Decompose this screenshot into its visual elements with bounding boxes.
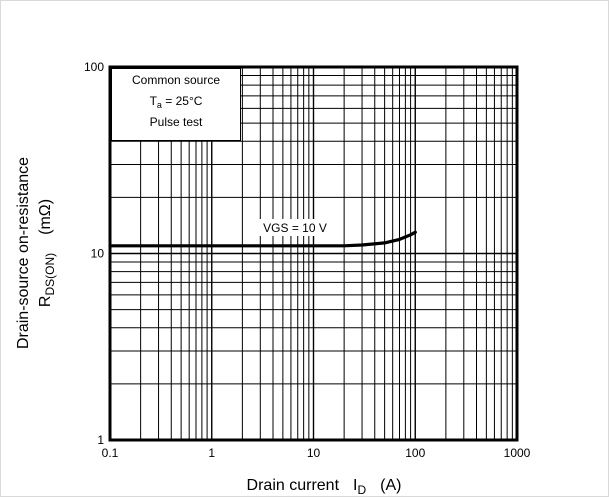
y-axis-label-line-2: RDS(ON) (mΩ) <box>37 199 57 307</box>
y-axis-label-sub: DS(ON) <box>43 253 57 296</box>
y-axis-label: Drain-source on-resistance RDS(ON) (mΩ) <box>15 157 57 349</box>
y-axis-label-line-1: Drain-source on-resistance <box>15 157 32 349</box>
annotation-line-3: Pulse test <box>150 115 203 129</box>
x-axis-label: Drain current ID (A) <box>247 477 402 497</box>
x-axis-label-unit: (A) <box>380 477 401 494</box>
x-axis-label-main: Drain current <box>247 477 340 494</box>
x-tick-label: 1 <box>208 446 215 460</box>
annotation-temp-value: = 25°C <box>162 94 203 108</box>
series-label: VGS = 10 V <box>263 221 327 235</box>
annotation-line-1: Common source <box>132 73 220 87</box>
y-tick-label: 10 <box>91 247 105 261</box>
y-axis-label-symbol: R <box>37 296 54 308</box>
y-tick-label: 100 <box>84 60 104 74</box>
x-tick-label: 0.1 <box>102 446 119 460</box>
x-axis-label-sub: D <box>357 483 366 497</box>
y-axis-label-unit: (mΩ) <box>37 199 54 235</box>
y-tick-label: 1 <box>97 433 104 447</box>
annotation-box: Common source Ta = 25°C Pulse test <box>112 69 241 141</box>
x-tick-label: 100 <box>405 446 425 460</box>
x-tick-labels: 0.1 1 10 100 1000 <box>102 446 531 460</box>
x-tick-label: 10 <box>307 446 321 460</box>
x-tick-label: 1000 <box>504 446 531 460</box>
y-tick-labels: 1 10 100 <box>84 60 104 447</box>
